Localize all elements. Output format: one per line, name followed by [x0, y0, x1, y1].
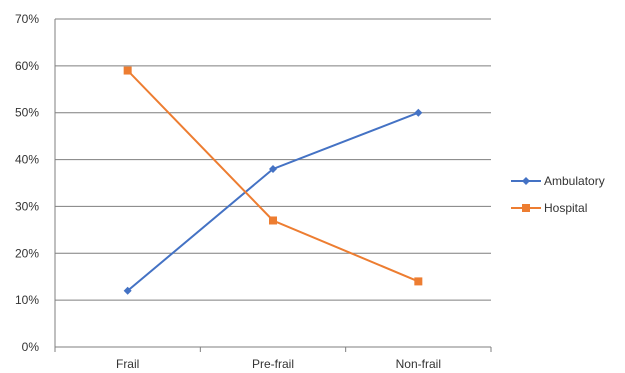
y-tick-label: 0% [22, 340, 40, 354]
data-point [269, 216, 277, 225]
legend-label: Ambulatory [544, 174, 605, 188]
legend-marker [522, 204, 530, 212]
legend-label: Hospital [544, 201, 587, 215]
data-point [414, 277, 423, 286]
y-axis: 0% 10% 20% 30% 40% 50% 60% 70% [15, 12, 56, 354]
y-tick-label: 20% [15, 246, 39, 260]
y-tick-label: 60% [15, 59, 39, 73]
x-axis: Frail Pre-frail Non-frail [54, 346, 492, 371]
data-point [414, 108, 423, 117]
y-tick-label: 10% [15, 293, 39, 307]
x-tick-label: Pre-frail [252, 357, 294, 371]
y-tick-label: 50% [15, 106, 39, 120]
x-tick-label: Non-frail [396, 357, 441, 371]
legend-marker [522, 177, 530, 185]
data-point [123, 286, 132, 295]
series-line-hospital [126, 69, 419, 283]
gridlines [55, 18, 491, 301]
y-tick-label: 40% [15, 153, 39, 167]
legend: Ambulatory Hospital [511, 174, 605, 215]
data-point [269, 164, 277, 173]
series-group [123, 66, 423, 295]
x-tick-label: Frail [116, 357, 139, 371]
data-point [123, 66, 132, 75]
y-tick-label: 30% [15, 199, 39, 213]
y-tick-label: 70% [15, 12, 39, 26]
